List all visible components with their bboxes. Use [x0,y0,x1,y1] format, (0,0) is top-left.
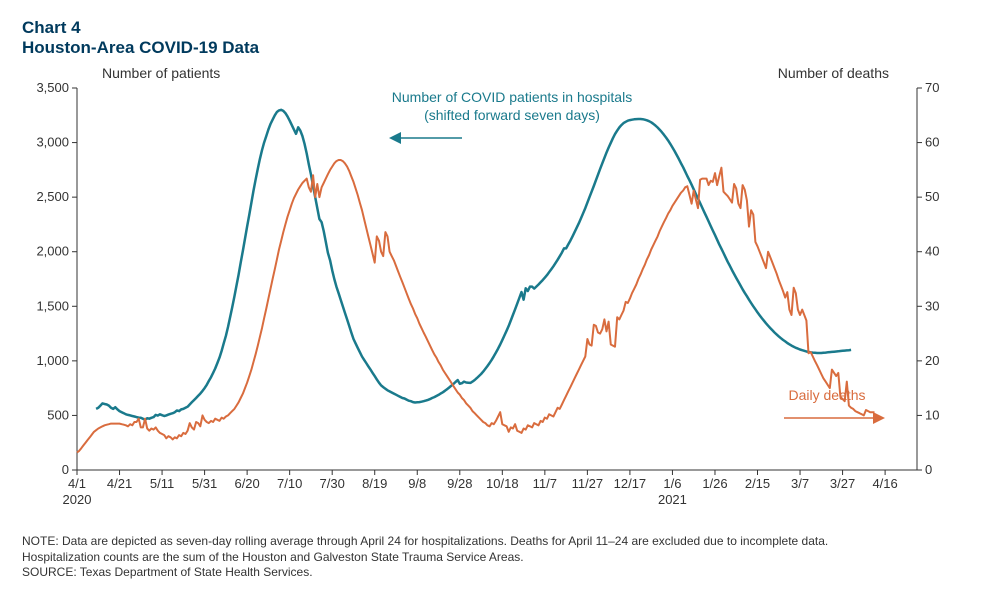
y-right-tick-label: 70 [925,80,939,95]
x-year-label: 2021 [658,492,687,507]
line-chart: 05001,0001,5002,0002,5003,0003,500Number… [22,60,972,530]
x-tick-label: 4/1 [68,476,86,491]
y-left-tick-label: 3,500 [36,80,69,95]
x-tick-label: 1/6 [663,476,681,491]
x-tick-label: 4/16 [872,476,897,491]
y-left-tick-label: 3,000 [36,135,69,150]
y-left-tick-label: 2,500 [36,189,69,204]
x-year-label: 2020 [63,492,92,507]
y-left-tick-label: 0 [62,462,69,477]
x-tick-label: 8/19 [362,476,387,491]
y-left-title: Number of patients [102,65,220,81]
chart-number: Chart 4 [22,18,973,38]
x-tick-label: 11/27 [572,476,604,491]
series-deaths [77,160,875,453]
footer-note-2: Hospitalization counts are the sum of th… [22,550,973,566]
chart-footer: NOTE: Data are depicted as seven-day rol… [22,534,973,581]
series-hospitals [96,110,851,420]
x-tick-label: 9/28 [447,476,472,491]
x-tick-label: 11/7 [533,476,557,491]
x-tick-label: 5/31 [192,476,217,491]
x-tick-label: 10/18 [486,476,519,491]
y-left-tick-label: 2,000 [36,244,69,259]
y-right-tick-label: 50 [925,189,939,204]
y-right-tick-label: 40 [925,244,939,259]
x-tick-label: 12/17 [614,476,647,491]
x-tick-label: 9/8 [408,476,426,491]
annotation-text: Daily deaths [788,387,865,403]
y-left-tick-label: 1,000 [36,353,69,368]
y-right-title: Number of deaths [778,65,889,81]
footer-note-1: NOTE: Data are depicted as seven-day rol… [22,534,973,550]
y-left-tick-label: 500 [47,407,69,422]
annotation-text: Number of COVID patients in hospitals [392,89,632,105]
x-tick-label: 2/15 [745,476,770,491]
y-right-tick-label: 10 [925,407,939,422]
y-right-tick-label: 60 [925,135,939,150]
y-right-tick-label: 0 [925,462,932,477]
y-left-tick-label: 1,500 [36,298,69,313]
x-tick-label: 6/20 [234,476,259,491]
annotation-text: (shifted forward seven days) [424,107,600,123]
x-tick-label: 3/7 [791,476,809,491]
footer-source: SOURCE: Texas Department of State Health… [22,565,973,581]
y-right-tick-label: 20 [925,353,939,368]
x-tick-label: 4/21 [107,476,132,491]
x-tick-label: 1/26 [702,476,727,491]
x-tick-label: 5/11 [150,476,174,491]
chart-title: Houston-Area COVID-19 Data [22,38,973,58]
x-tick-label: 7/10 [277,476,302,491]
y-right-tick-label: 30 [925,298,939,313]
x-tick-label: 7/30 [320,476,345,491]
x-tick-label: 3/27 [830,476,855,491]
chart-header: Chart 4 Houston-Area COVID-19 Data [22,18,973,58]
